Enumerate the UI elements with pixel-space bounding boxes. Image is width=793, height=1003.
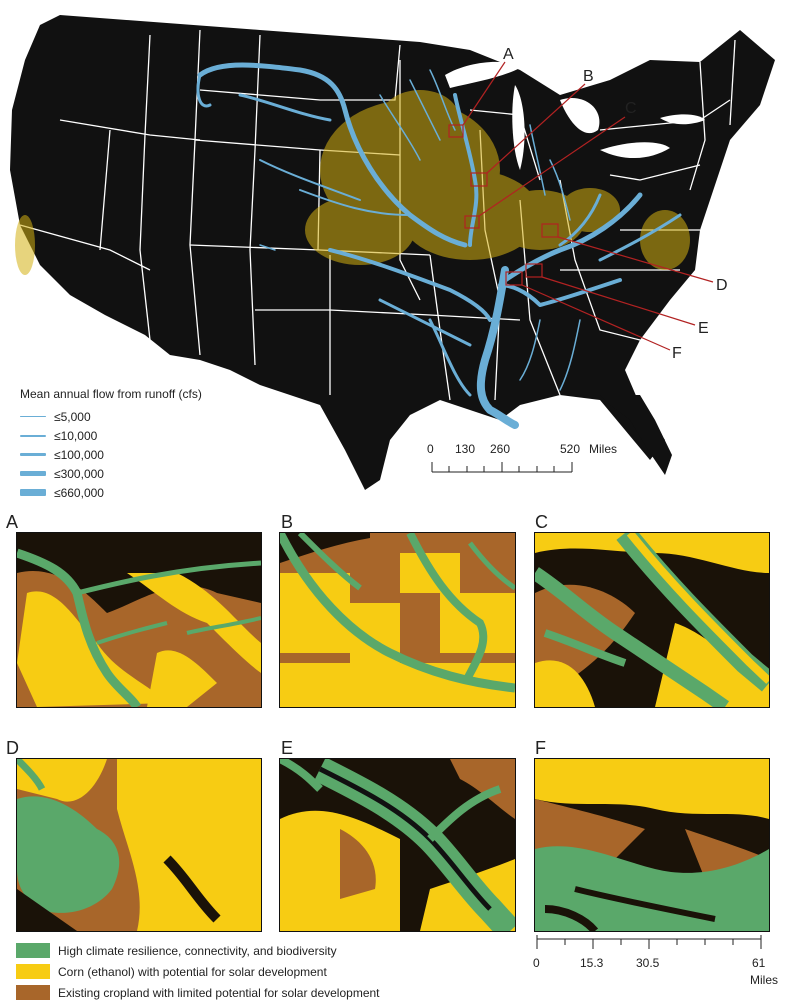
panel-label-b: B [281,512,294,532]
panel-label-c: C [535,512,548,532]
flow-legend-label: ≤10,000 [54,428,98,443]
panel-scale-bar: 0 15.3 30.5 61 Miles [530,935,780,995]
class-legend-swatch [16,985,50,1000]
leader-line-c [478,116,626,217]
panel-scale-unit: Miles [750,973,779,987]
class-legend: High climate resilience, connectivity, a… [16,940,496,1003]
class-legend-row: Corn (ethanol) with potential for solar … [16,961,496,982]
flow-legend-row: ≤10,000 [20,426,260,445]
flow-legend-row: ≤300,000 [20,464,260,483]
inset-box-a [448,124,464,138]
main-scale-unit: Miles [589,442,618,456]
inset-box-b [470,172,488,187]
panel-a [16,532,262,708]
callout-f: F [672,345,682,362]
panel-label-f: F [535,738,546,758]
cropland-texture [15,90,690,275]
panel-label-e: E [281,738,294,758]
flow-legend-label: ≤300,000 [54,466,104,481]
flow-line-swatch [20,416,46,417]
class-legend-row: Existing cropland with limited potential… [16,982,496,1003]
leader-line-d [557,236,714,283]
leader-line-e [541,276,696,326]
panel-b [279,532,516,708]
us-map [10,15,775,490]
flow-legend: Mean annual flow from runoff (cfs) ≤5,00… [20,387,260,502]
class-legend-swatch [16,943,50,958]
flow-legend-row: ≤5,000 [20,407,260,426]
panel-label-a: A [6,512,19,532]
panel-scale-tick-label: 30.5 [636,956,660,970]
flow-line-swatch [20,489,46,496]
flow-legend-title: Mean annual flow from runoff (cfs) [20,387,202,401]
class-legend-label: High climate resilience, connectivity, a… [58,943,337,958]
main-scale-tick-label: 260 [490,442,511,456]
class-legend-swatch [16,964,50,979]
flow-line-swatch [20,453,46,456]
panel-f [534,758,770,932]
panel-e [279,758,516,932]
inset-boxes [448,61,714,351]
state-borders [19,29,736,401]
main-scale-tick-label: 130 [455,442,476,456]
callout-c: C [625,100,637,117]
flow-legend-row: ≤100,000 [20,445,260,464]
class-legend-label: Existing cropland with limited potential… [58,985,380,1000]
florida [600,395,672,475]
inset-box-e [525,263,543,278]
main-scale-bar: 0 130 260 520 Miles [422,442,622,482]
inset-box-f [505,271,523,286]
rivers [196,62,682,429]
callout-a: A [503,46,514,63]
panel-scale-ruler [536,935,762,949]
flow-legend-label: ≤100,000 [54,447,104,462]
flow-line-swatch [20,434,46,437]
leader-line-b [486,83,586,174]
leader-line-a [462,61,506,126]
main-scale-tick-label: 0 [427,442,434,456]
main-scale-tick-label: 520 [560,442,581,456]
class-legend-label: Corn (ethanol) with potential for solar … [58,964,327,979]
leader-line-f [521,284,671,351]
panel-label-d: D [6,738,19,758]
inset-box-d [541,223,559,238]
callout-e: E [698,320,709,337]
flow-legend-label: ≤5,000 [54,409,91,424]
panel-scale-tick-label: 15.3 [580,956,604,970]
callout-d: D [716,277,728,294]
flow-legend-label: ≤660,000 [54,485,104,500]
panel-d [16,758,262,932]
callout-b: B [583,68,594,85]
class-legend-row: High climate resilience, connectivity, a… [16,940,496,961]
panel-scale-tick-label: 0 [533,956,540,970]
inset-box-c [464,215,480,229]
panel-scale-tick-label: 61 [752,956,766,970]
flow-legend-row: ≤660,000 [20,483,260,502]
main-scale-ruler [431,462,573,473]
panel-c [534,532,770,708]
flow-line-swatch [20,471,46,476]
